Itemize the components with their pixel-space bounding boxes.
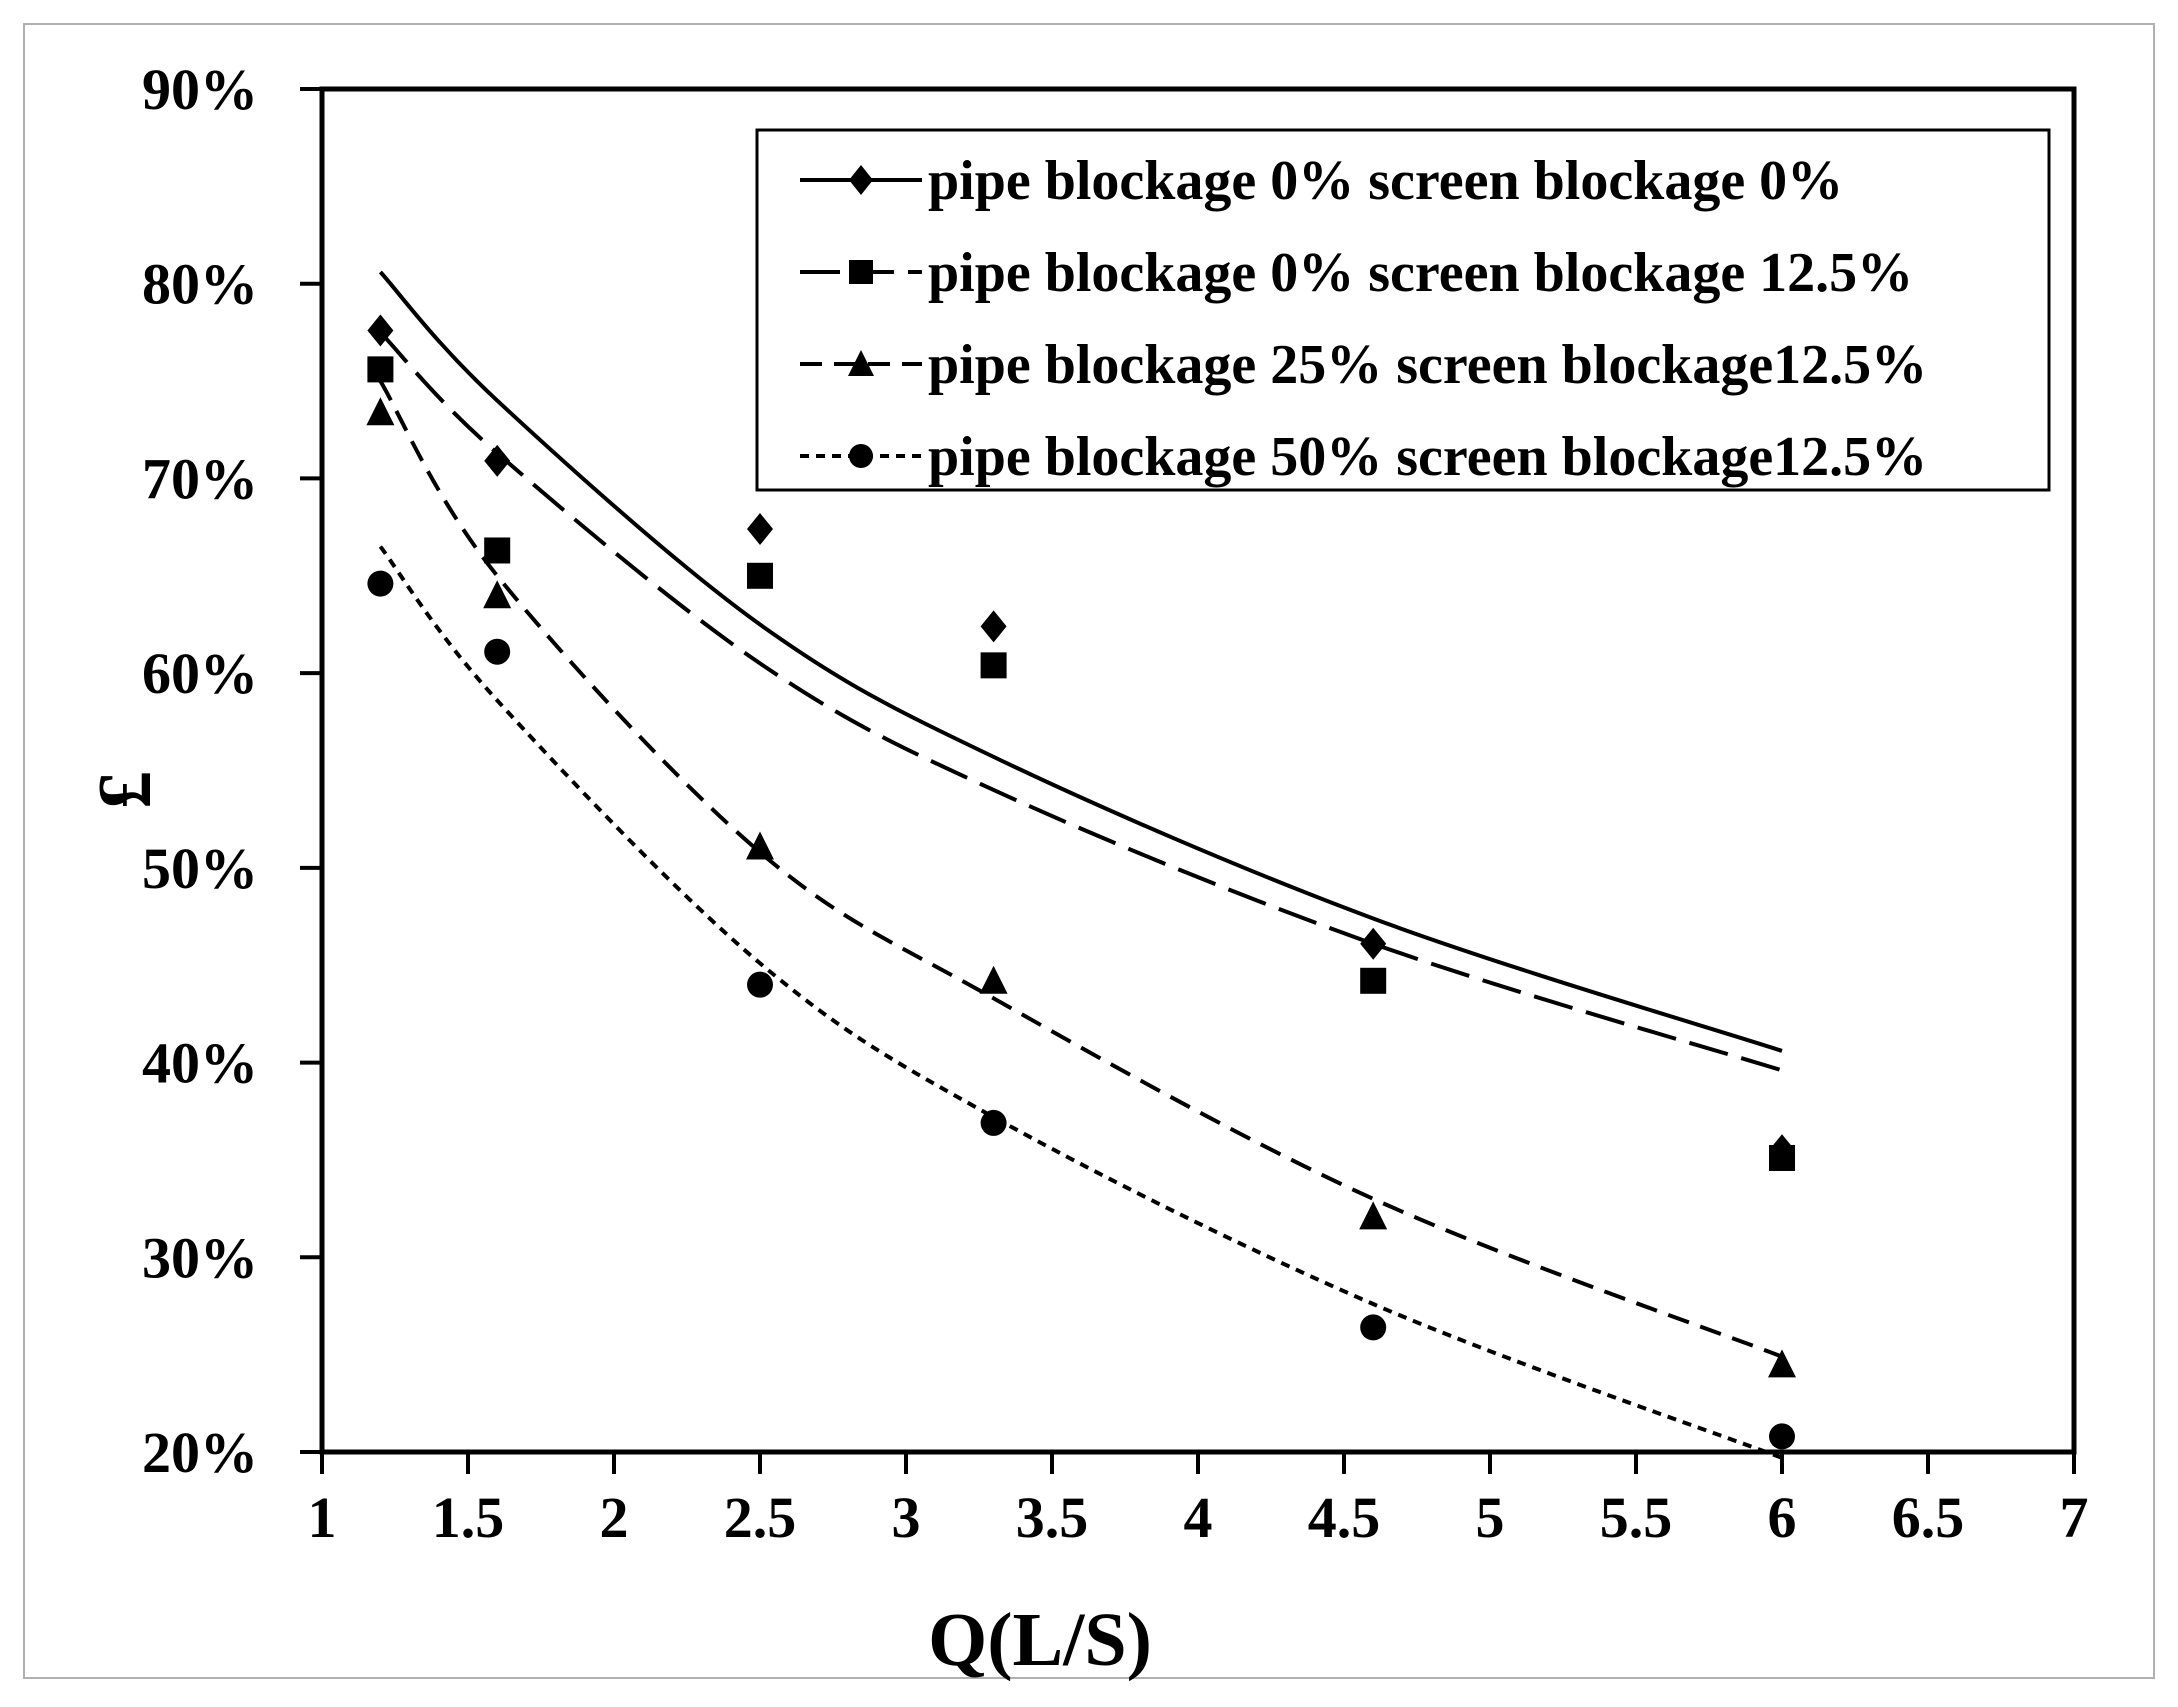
circle-marker	[849, 444, 873, 468]
x-tick-label: 3	[892, 1485, 921, 1550]
x-tick-label: 6.5	[1892, 1485, 1965, 1550]
y-tick-label: 90%	[142, 57, 258, 122]
legend-label: pipe blockage 50% screen blockage12.5%	[928, 426, 1927, 488]
diamond-marker	[747, 513, 773, 546]
x-tick-label: 1.5	[432, 1485, 505, 1550]
legend-label: pipe blockage 0% screen blockage 12.5%	[928, 242, 1913, 304]
legend-label: pipe blockage 25% screen blockage12.5%	[928, 334, 1927, 396]
legend-label: pipe blockage 0% screen blockage 0%	[928, 150, 1843, 212]
square-marker	[484, 537, 511, 564]
diamond-marker	[367, 314, 394, 347]
triangle-marker	[746, 831, 774, 860]
x-tick-label: 1	[308, 1485, 337, 1550]
square-marker	[1769, 1144, 1795, 1171]
trendline	[378, 545, 1783, 1460]
outer-frame	[23, 23, 2155, 1679]
circle-marker	[484, 638, 511, 665]
circle-marker	[367, 570, 394, 597]
x-tick-label: 2.5	[724, 1485, 797, 1550]
trendline	[378, 380, 1783, 1359]
y-axis: 20% 30% 40% 50% 60% 70% 80% 90%	[142, 57, 322, 1485]
triangle-marker	[979, 965, 1008, 994]
x-tick-label: 6	[1768, 1485, 1797, 1550]
x-tick-label: 5.5	[1600, 1485, 1673, 1550]
data-points	[366, 314, 1796, 1450]
trendline	[378, 270, 1783, 1053]
square-marker	[980, 652, 1007, 679]
triangle-marker	[1359, 1201, 1388, 1230]
x-tick-label: 5	[1476, 1485, 1505, 1550]
legend: pipe blockage 0% screen blockage 0% pipe …	[755, 128, 2051, 492]
circle-marker	[1769, 1423, 1795, 1450]
triangle-marker	[483, 580, 512, 609]
x-tick-label: 7	[2060, 1485, 2089, 1550]
square-marker	[747, 562, 773, 589]
x-axis-title: Q(L/S)	[928, 1598, 1152, 1682]
y-axis-title: £	[83, 771, 167, 809]
diamond-marker	[980, 610, 1007, 643]
x-tick-label: 4	[1184, 1485, 1213, 1550]
diamond-marker	[1360, 927, 1387, 960]
y-tick-label: 70%	[142, 446, 258, 511]
y-tick-label: 30%	[142, 1225, 258, 1290]
circle-marker	[980, 1109, 1007, 1136]
y-tick-label: 80%	[142, 252, 258, 317]
x-tick-label: 3.5	[1016, 1485, 1089, 1550]
circle-marker	[1360, 1314, 1387, 1341]
triangle-marker	[1768, 1349, 1796, 1378]
triangle-marker	[848, 350, 874, 376]
x-tick-label: 4.5	[1308, 1485, 1381, 1550]
diamond-marker	[484, 444, 511, 477]
y-tick-label: 40%	[142, 1031, 258, 1096]
diamond-marker	[849, 165, 873, 195]
triangle-marker	[366, 397, 395, 426]
legend-box	[755, 128, 2051, 492]
square-marker	[1360, 967, 1387, 994]
square-marker	[849, 260, 873, 284]
x-axis: 1 1.5 2 2.5 3 3.5 4 4.5 5 5.5 6 6.5 7	[308, 1452, 2089, 1550]
y-tick-label: 50%	[142, 836, 258, 901]
y-tick-label: 20%	[142, 1420, 258, 1485]
y-tick-label: 60%	[142, 641, 258, 706]
square-marker	[367, 356, 394, 383]
circle-marker	[747, 971, 773, 998]
x-tick-label: 2	[600, 1485, 629, 1550]
